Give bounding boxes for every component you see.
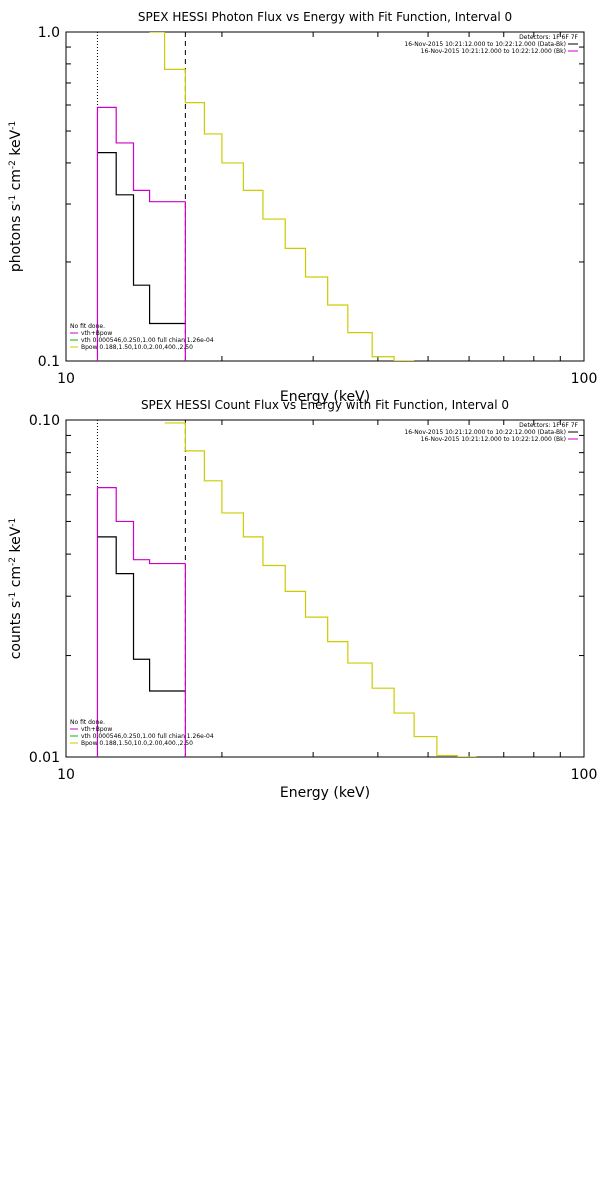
chart-1-x-axis-label: Energy (keV) [280, 785, 370, 801]
chart-1-legend-header: No fit done. [70, 719, 105, 726]
chart-0-title: SPEX HESSI Photon Flux vs Energy with Fi… [138, 10, 512, 24]
chart-0-x-axis-label: Energy (keV) [280, 389, 370, 405]
chart-1-x-tick-label: 10 [57, 767, 75, 783]
chart-0-x-tick-label: 10 [57, 371, 75, 387]
chart-1-detectors-label: Detectors: 1F 6F 7F [519, 422, 578, 429]
chart-0-y-axis-label: photons s-1 cm-2 keV-1 [8, 121, 24, 272]
chart-1-legend-entry: Bpow 0.188,1.50,10.0,2.00,400.,2.50 [81, 740, 193, 747]
chart-1-time-range-label: 16-Nov-2015 10:21:12.000 to 10:22:12.000… [421, 436, 566, 443]
chart-0-y-tick-label: 1.0 [38, 25, 60, 41]
chart-1-time-range-label: 16-Nov-2015 10:21:12.000 to 10:22:12.000… [404, 429, 566, 436]
count-flux-chart: SPEX HESSI Count Flux vs Energy with Fit… [8, 398, 597, 801]
chart-0-series-bpow [149, 32, 415, 361]
chart-1-series-bpow [164, 422, 477, 757]
chart-1-legend-entry: vth 0.000546,0.250,1.00 full chian 1.26e… [81, 733, 214, 740]
chart-0-time-range-label: 16-Nov-2015 10:21:12.000 to 10:22:12.000… [404, 41, 566, 48]
chart-1-series-bk [97, 487, 186, 565]
chart-0-x-tick-label: 100 [571, 371, 598, 387]
chart-1-series-group [96, 422, 477, 757]
chart-0-legend-entry: Bpow 0.188,1.50,10.0,2.00,400.,2.50 [81, 344, 193, 351]
chart-0-series-bk [97, 106, 186, 203]
chart-0-legend-entry: vth 0.000546,0.250,1.00 full chian 1.26e… [81, 337, 214, 344]
chart-1-x-tick-label: 100 [571, 767, 598, 783]
chart-0-ticks [65, 31, 585, 362]
photon-flux-chart: SPEX HESSI Photon Flux vs Energy with Fi… [8, 10, 597, 405]
chart-1-series-data-bk [97, 536, 186, 692]
chart-0-legend-header: No fit done. [70, 323, 105, 330]
chart-1-y-axis-label: counts s-1 cm-2 keV-1 [8, 518, 24, 660]
chart-0-series-group [96, 32, 415, 361]
chart-1-y-tick-label: 0.10 [29, 413, 60, 429]
chart-1-y-tick-label: 0.01 [29, 750, 60, 766]
chart-0-time-range-label: 16-Nov-2015 10:21:12.000 to 10:22:12.000… [421, 48, 566, 55]
chart-1-title: SPEX HESSI Count Flux vs Energy with Fit… [141, 398, 509, 412]
chart-0-plot-frame [65, 31, 585, 362]
chart-1-ticks [65, 419, 585, 758]
chart-1-legend-entry: vth+Bpow [81, 726, 112, 733]
chart-1-plot-frame [65, 419, 585, 758]
chart-0-detectors-label: Detectors: 1F 6F 7F [519, 34, 578, 41]
chart-0-legend-entry: vth+Bpow [81, 330, 112, 337]
chart-0-series-data-bk [97, 151, 186, 325]
chart-0-y-tick-label: 0.1 [38, 354, 60, 370]
